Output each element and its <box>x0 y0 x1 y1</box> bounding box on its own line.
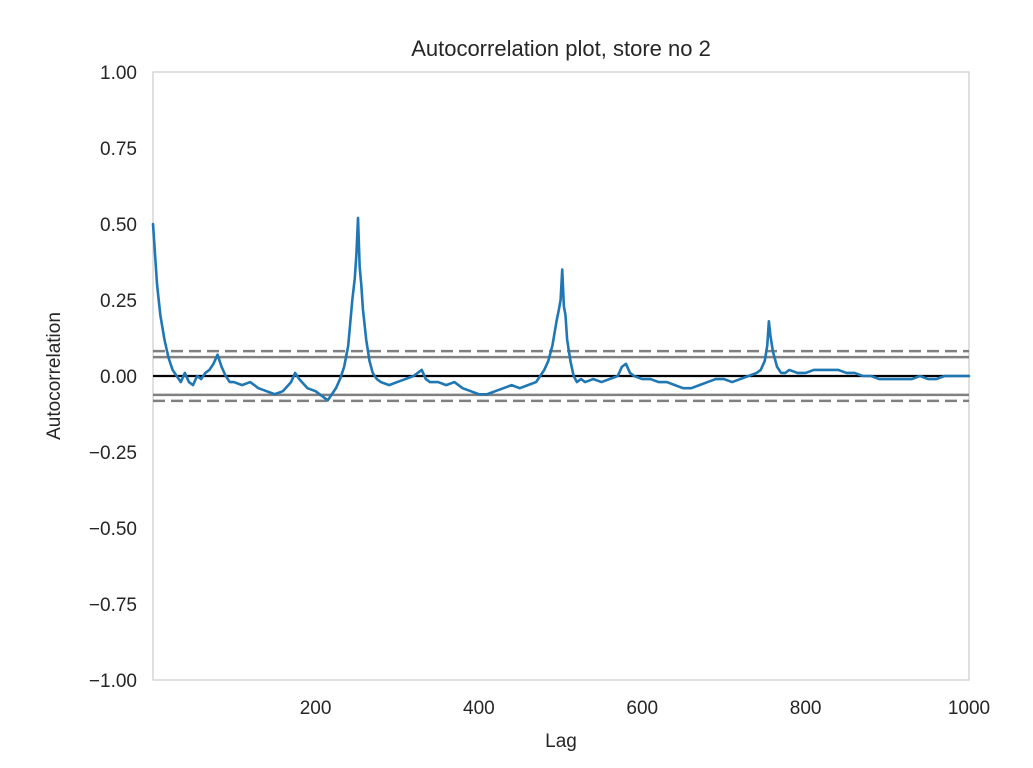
y-axis-title: Autocorrelation <box>44 312 65 440</box>
y-tick-label: 0.75 <box>100 139 137 160</box>
y-tick-label: −0.75 <box>89 595 137 616</box>
y-tick-label: 0.00 <box>100 367 137 388</box>
x-tick-label: 800 <box>790 698 822 719</box>
x-tick-label: 200 <box>300 698 332 719</box>
x-axis-title: Lag <box>545 731 577 752</box>
y-tick-label: −1.00 <box>89 671 137 692</box>
x-tick-labels: 200 400 600 800 1000 <box>300 698 990 719</box>
series-layer <box>151 216 971 402</box>
x-tick-label: 400 <box>463 698 495 719</box>
x-tick-label: 1000 <box>948 698 990 719</box>
y-tick-label: 1.00 <box>100 63 137 84</box>
autocorrelation-series-line <box>151 216 971 402</box>
x-tick-label: 600 <box>626 698 658 719</box>
y-tick-label: −0.50 <box>89 519 137 540</box>
y-tick-labels: −1.00 −0.75 −0.50 −0.25 0.00 0.25 0.50 0.75 1.00 <box>89 63 137 692</box>
y-tick-label: 0.25 <box>100 291 137 312</box>
reference-lines <box>153 349 969 403</box>
y-tick-label: 0.50 <box>100 215 137 236</box>
chart-title: Autocorrelation plot, store no 2 <box>411 36 711 61</box>
y-tick-label: −0.25 <box>89 443 137 464</box>
